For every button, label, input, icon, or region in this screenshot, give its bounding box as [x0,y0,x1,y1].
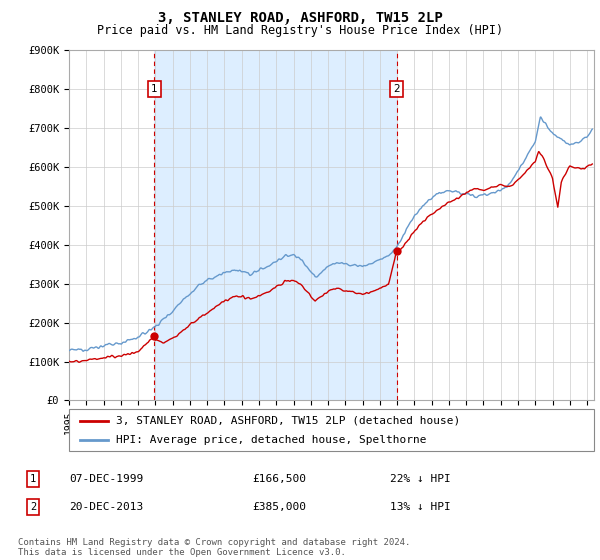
Text: 20-DEC-2013: 20-DEC-2013 [69,502,143,512]
Text: Price paid vs. HM Land Registry's House Price Index (HPI): Price paid vs. HM Land Registry's House … [97,24,503,37]
Text: £166,500: £166,500 [252,474,306,484]
Text: 22% ↓ HPI: 22% ↓ HPI [390,474,451,484]
Text: 2: 2 [30,502,36,512]
Text: 07-DEC-1999: 07-DEC-1999 [69,474,143,484]
Text: 1: 1 [151,85,157,94]
Text: 13% ↓ HPI: 13% ↓ HPI [390,502,451,512]
Text: HPI: Average price, detached house, Spelthorne: HPI: Average price, detached house, Spel… [116,435,427,445]
Text: 1: 1 [30,474,36,484]
Bar [154,50,397,400]
Text: £385,000: £385,000 [252,502,306,512]
Text: 3, STANLEY ROAD, ASHFORD, TW15 2LP (detached house): 3, STANLEY ROAD, ASHFORD, TW15 2LP (deta… [116,416,461,426]
Text: Contains HM Land Registry data © Crown copyright and database right 2024.
This d: Contains HM Land Registry data © Crown c… [18,538,410,557]
Text: 3, STANLEY ROAD, ASHFORD, TW15 2LP: 3, STANLEY ROAD, ASHFORD, TW15 2LP [158,11,442,25]
Text: 2: 2 [393,85,400,94]
